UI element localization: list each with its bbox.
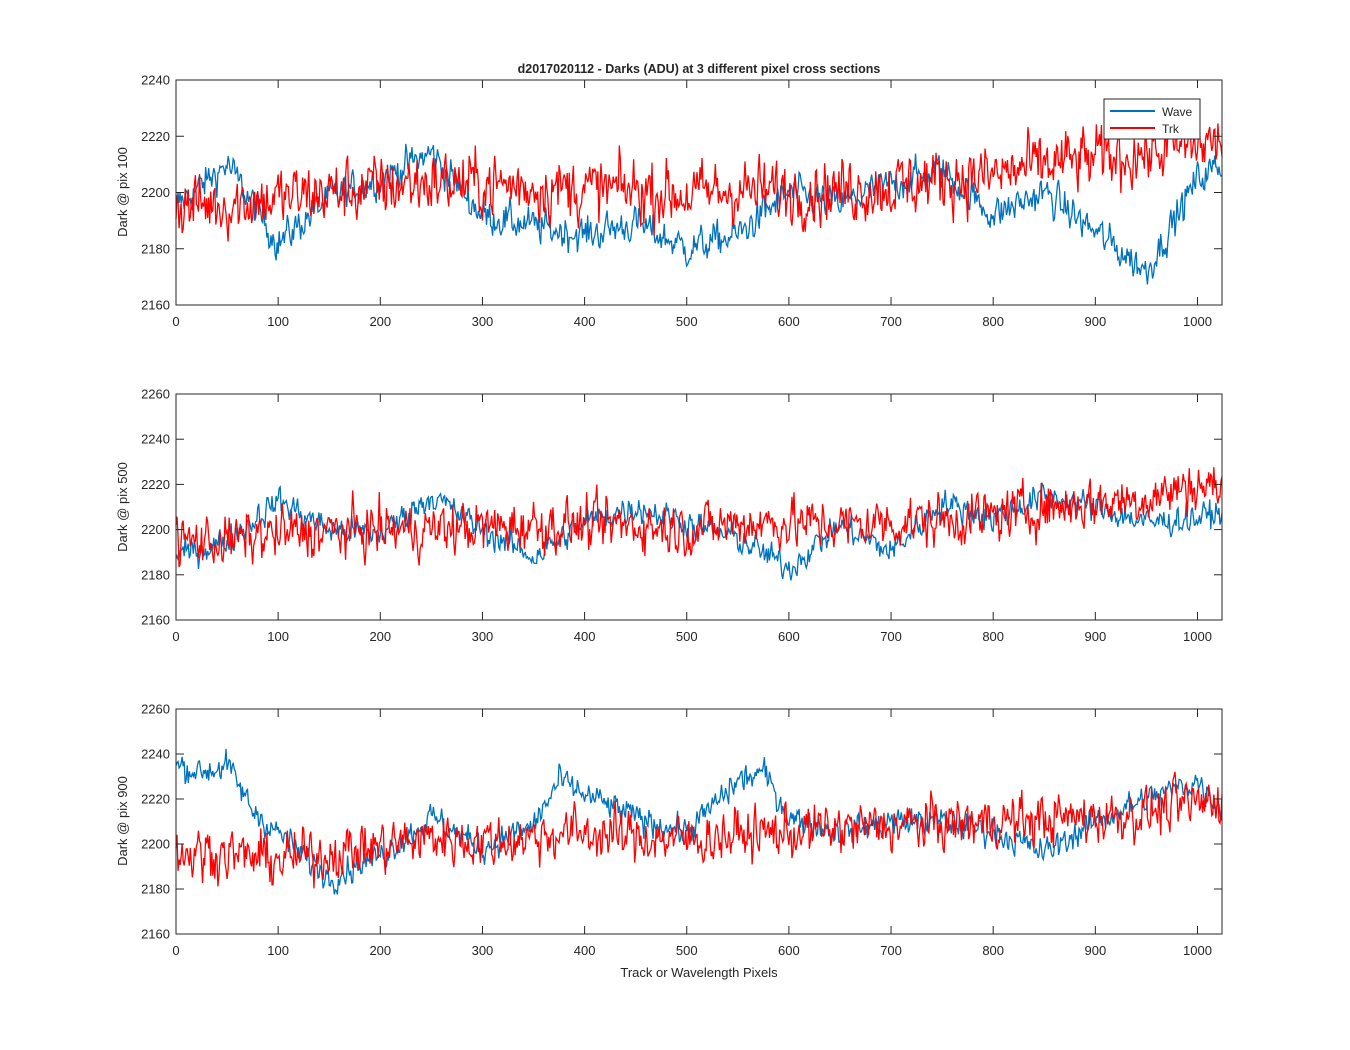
x-tick-label: 600: [778, 943, 800, 958]
x-tick-label: 900: [1084, 943, 1106, 958]
x-axis-label: Track or Wavelength Pixels: [620, 965, 778, 980]
x-tick-label: 800: [982, 943, 1004, 958]
y-axis-label: Dark @ pix 100: [115, 147, 130, 237]
y-tick-label: 2260: [141, 702, 170, 717]
legend-label-trk: Trk: [1162, 122, 1180, 136]
x-tick-label: 900: [1084, 314, 1106, 329]
y-tick-label: 2180: [141, 882, 170, 897]
x-tick-label: 400: [574, 314, 596, 329]
x-tick-label: 0: [172, 943, 179, 958]
x-tick-label: 1000: [1183, 629, 1212, 644]
x-tick-label: 1000: [1183, 943, 1212, 958]
x-tick-label: 700: [880, 943, 902, 958]
x-tick-label: 0: [172, 629, 179, 644]
x-tick-label: 300: [472, 314, 494, 329]
x-tick-label: 100: [267, 314, 289, 329]
y-tick-label: 2260: [141, 387, 170, 402]
x-tick-label: 800: [982, 629, 1004, 644]
x-tick-label: 800: [982, 314, 1004, 329]
y-tick-label: 2160: [141, 298, 170, 313]
x-tick-label: 300: [472, 629, 494, 644]
y-tick-label: 2160: [141, 927, 170, 942]
x-tick-label: 400: [574, 943, 596, 958]
series-line-wave: [175, 748, 1223, 895]
x-tick-label: 1000: [1183, 314, 1212, 329]
x-tick-label: 100: [267, 629, 289, 644]
x-tick-label: 200: [369, 629, 391, 644]
y-axis-label: Dark @ pix 500: [115, 462, 130, 552]
y-tick-label: 2220: [141, 792, 170, 807]
x-tick-label: 500: [676, 314, 698, 329]
x-tick-label: 300: [472, 943, 494, 958]
y-tick-label: 2160: [141, 613, 170, 628]
panel-pix-500: 0 100 200 300 400 500 600 700 800 900 1000 2160 2180…: [115, 387, 1223, 644]
x-tick-label: 700: [880, 629, 902, 644]
legend-box: [1103, 98, 1201, 140]
axes-box: [175, 393, 1223, 621]
series-line-trk: [175, 771, 1223, 889]
x-tick-label: 600: [778, 629, 800, 644]
figure-title: d2017020112 - Darks (ADU) at 3 different…: [518, 62, 881, 76]
y-tick-label: 2180: [141, 241, 170, 256]
y-tick-label: 2200: [141, 522, 170, 537]
x-tick-label: 900: [1084, 629, 1106, 644]
panel-pix-900: 0 100 200 300 400 500 600 700 800 900 1000 2160 2180…: [115, 702, 1223, 958]
y-tick-label: 2180: [141, 567, 170, 582]
legend-label-wave: Wave: [1162, 105, 1193, 119]
x-tick-label: 400: [574, 629, 596, 644]
y-tick-label: 2220: [141, 477, 170, 492]
y-tick-label: 2240: [141, 432, 170, 447]
x-tick-label: 100: [267, 943, 289, 958]
x-tick-label: 700: [880, 314, 902, 329]
x-tick-label: 200: [369, 314, 391, 329]
series-line-trk: [175, 114, 1223, 242]
y-tick-label: 2200: [141, 185, 170, 200]
y-axis-label: Dark @ pix 900: [115, 776, 130, 866]
series-line-wave: [175, 143, 1223, 285]
x-tick-label: 500: [676, 629, 698, 644]
y-tick-label: 2200: [141, 837, 170, 852]
x-tick-label: 600: [778, 314, 800, 329]
y-tick-label: 2240: [141, 73, 170, 88]
y-tick-label: 2240: [141, 747, 170, 762]
y-tick-label: 2220: [141, 129, 170, 144]
legend: Wave Trk: [1103, 98, 1201, 140]
x-tick-label: 0: [172, 314, 179, 329]
x-tick-label: 500: [676, 943, 698, 958]
axes-box: [175, 708, 1223, 935]
x-tick-label: 200: [369, 943, 391, 958]
series-line-trk: [175, 467, 1223, 568]
panel-pix-100: 0 100 200 300 400 500 600 700 800 900 1000 2160 2180…: [115, 73, 1223, 329]
